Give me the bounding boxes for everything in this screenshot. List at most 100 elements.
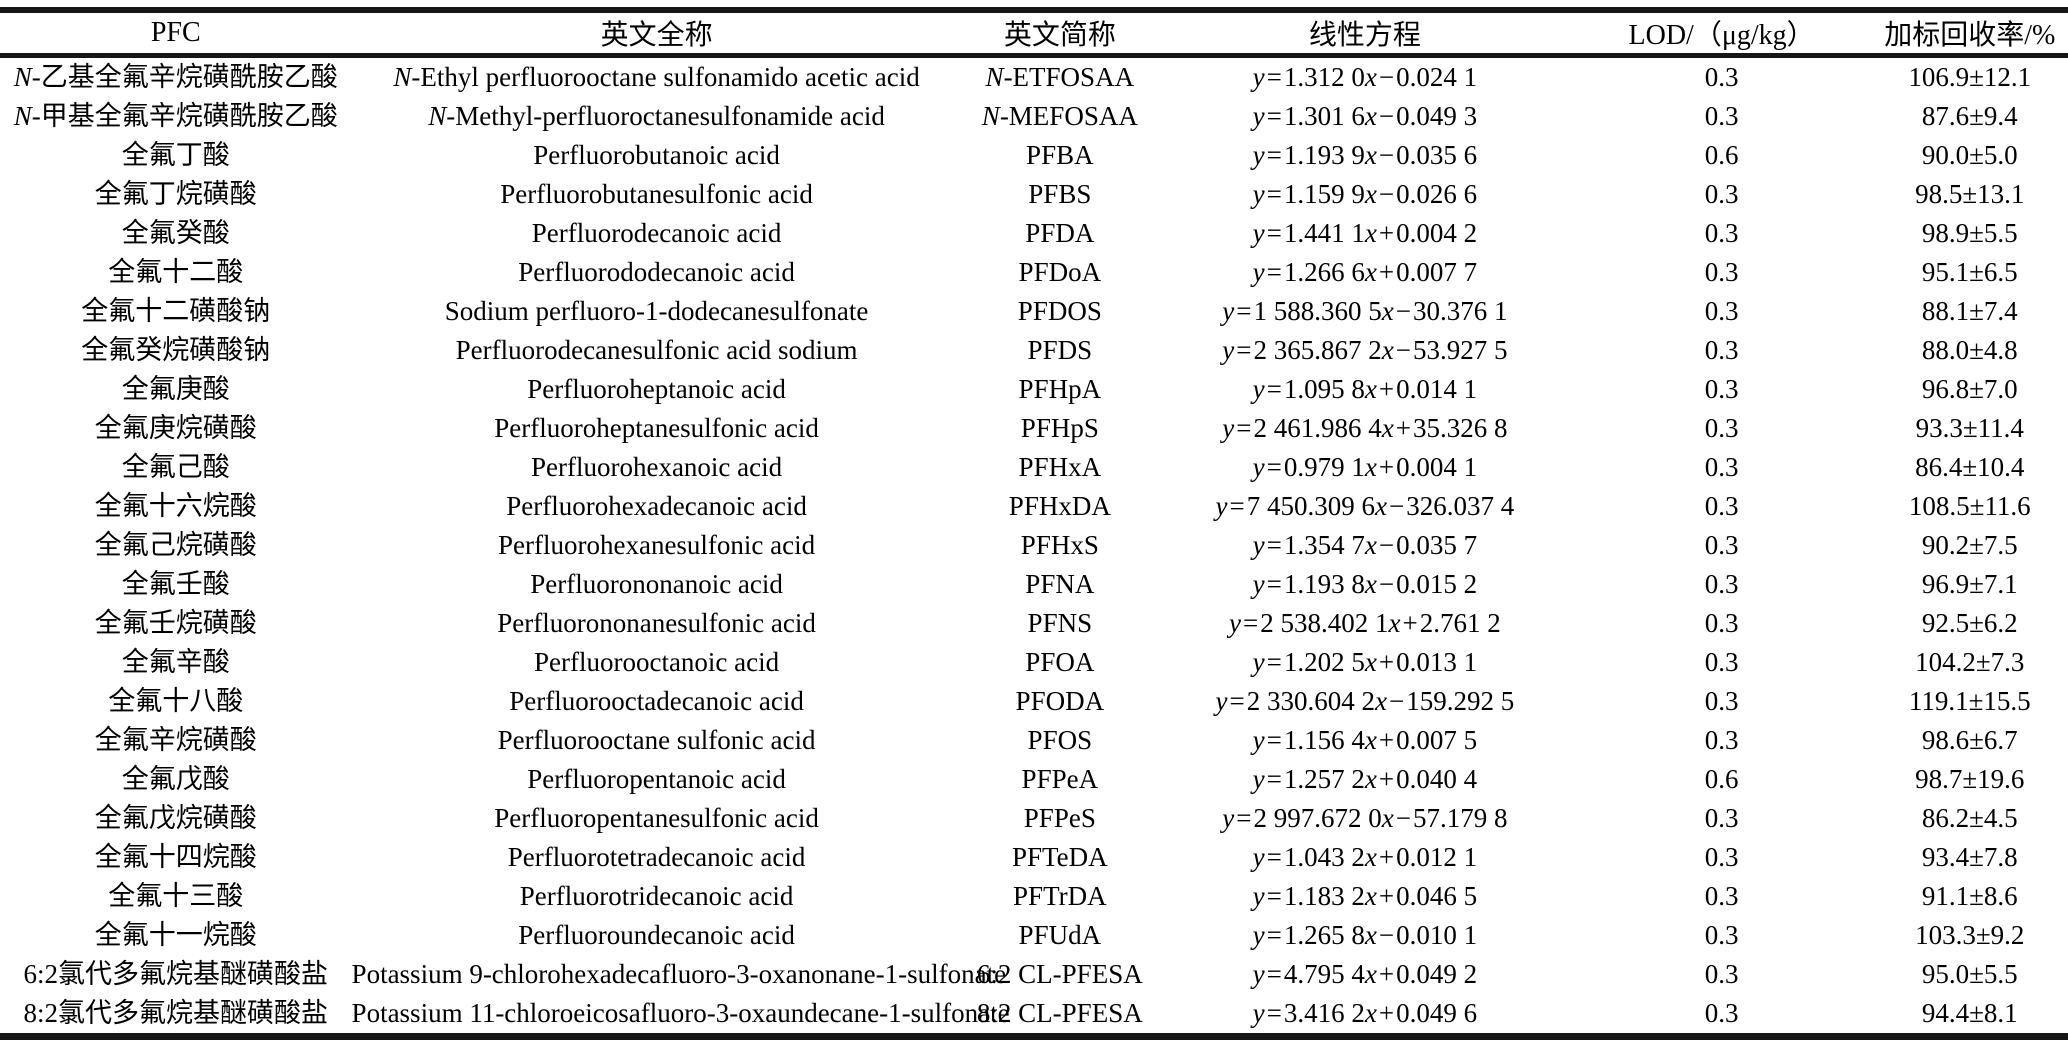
cell-pfc-name: N-乙基全氟辛烷磺酰胺乙酸: [13, 62, 338, 92]
cell-pfc-name: 全氟癸酸: [121, 218, 230, 248]
cell-lod-value: 0.3: [1704, 569, 1739, 599]
cell-abbreviation: PFBS: [1028, 179, 1092, 209]
cell-full-name: Perfluoropentanoic acid: [527, 764, 786, 794]
header-pfc: PFC: [0, 10, 352, 58]
cell-pfc-name: 全氟壬酸: [121, 569, 230, 599]
table-row: 全氟辛烷磺酸 Perfluorooctane sulfonic acid PFO…: [0, 721, 2068, 760]
cell-full-name: Perfluorooctadecanoic acid: [509, 686, 804, 716]
table-row: 全氟己酸 Perfluorohexanoic acid PFHxA y=0.97…: [0, 448, 2068, 487]
cell-linear-equation: y=1.354 7x−0.035 7: [1252, 530, 1478, 560]
cell-recovery-value: 94.4±8.1: [1921, 998, 2018, 1028]
cell-pfc-name: 全氟戊烷磺酸: [94, 803, 257, 833]
header-linear-equation: 线性方程: [1158, 10, 1572, 58]
cell-recovery-value: 93.4±7.8: [1921, 842, 2018, 872]
cell-full-name: Perfluorobutanoic acid: [533, 140, 780, 170]
cell-lod-value: 0.3: [1704, 959, 1739, 989]
cell-lod-value: 0.3: [1704, 686, 1739, 716]
cell-recovery-value: 104.2±7.3: [1915, 647, 2025, 677]
cell-linear-equation: y=1.312 0x−0.024 1: [1252, 62, 1478, 92]
cell-abbreviation: PFPeA: [1021, 764, 1099, 794]
header-english-abbreviation: 英文简称: [961, 10, 1159, 58]
paper-table-page: PFC 英文全称 英文简称 线性方程 LOD/（μg/kg） 加标回收率/% N…: [0, 7, 2068, 1058]
cell-linear-equation: y=3.416 2x+0.049 6: [1252, 998, 1478, 1028]
table-row: 全氟十六烷酸 Perfluorohexadecanoic acid PFHxDA…: [0, 487, 2068, 526]
cell-lod-value: 0.3: [1704, 725, 1739, 755]
cell-recovery-value: 91.1±8.6: [1921, 881, 2018, 911]
cell-recovery-value: 96.8±7.0: [1921, 374, 2018, 404]
cell-lod-value: 0.3: [1704, 374, 1739, 404]
cell-lod-value: 0.3: [1704, 608, 1739, 638]
cell-pfc-name: 全氟庚烷磺酸: [94, 413, 257, 443]
cell-linear-equation: y=1.183 2x+0.046 5: [1252, 881, 1478, 911]
cell-abbreviation: PFHxA: [1018, 452, 1102, 482]
cell-linear-equation: y=4.795 4x+0.049 2: [1252, 959, 1478, 989]
table-row: 全氟癸烷磺酸钠 Perfluorodecanesulfonic acid sod…: [0, 331, 2068, 370]
cell-full-name: Perfluorododecanoic acid: [518, 257, 795, 287]
cell-linear-equation: y=7 450.309 6x−326.037 4: [1215, 491, 1515, 521]
cell-lod-value: 0.3: [1704, 257, 1739, 287]
cell-pfc-name: 全氟己酸: [121, 452, 230, 482]
cell-full-name: N-Methyl-perfluoroctanesulfonamide acid: [428, 101, 885, 131]
cell-pfc-name: 全氟戊酸: [121, 764, 230, 794]
cell-abbreviation: PFHpA: [1018, 374, 1102, 404]
cell-linear-equation: y=1 588.360 5x−30.376 1: [1222, 296, 1508, 326]
cell-linear-equation: y=1.156 4x+0.007 5: [1252, 725, 1478, 755]
cell-linear-equation: y=1.043 2x+0.012 1: [1252, 842, 1478, 872]
cell-recovery-value: 95.0±5.5: [1921, 959, 2018, 989]
cell-lod-value: 0.3: [1704, 647, 1739, 677]
table-row: 全氟丁烷磺酸 Perfluorobutanesulfonic acid PFBS…: [0, 175, 2068, 214]
cell-linear-equation: y=1.193 9x−0.035 6: [1252, 140, 1478, 170]
cell-recovery-value: 103.3±9.2: [1915, 920, 2025, 950]
table-row: N-甲基全氟辛烷磺酰胺乙酸 N-Methyl-perfluoroctanesul…: [0, 97, 2068, 136]
cell-linear-equation: y=1.441 1x+0.004 2: [1252, 218, 1478, 248]
cell-linear-equation: y=1.257 2x+0.040 4: [1252, 764, 1478, 794]
table-row: 6:2氯代多氟烷基醚磺酸盐 Potassium 9-chlorohexadeca…: [0, 955, 2068, 994]
cell-pfc-name: 全氟十一烷酸: [94, 920, 257, 950]
cell-recovery-value: 87.6±9.4: [1921, 101, 2018, 131]
cell-recovery-value: 119.1±15.5: [1908, 686, 2031, 716]
cell-full-name: Perfluorodecanesulfonic acid sodium: [455, 335, 858, 365]
cell-abbreviation: PFHxDA: [1008, 491, 1111, 521]
cell-abbreviation: PFPeS: [1023, 803, 1096, 833]
cell-linear-equation: y=1.193 8x−0.015 2: [1252, 569, 1478, 599]
cell-linear-equation: y=1.202 5x+0.013 1: [1252, 647, 1478, 677]
cell-recovery-value: 88.1±7.4: [1921, 296, 2018, 326]
cell-lod-value: 0.3: [1704, 491, 1739, 521]
cell-recovery-value: 98.5±13.1: [1915, 179, 2025, 209]
cell-recovery-value: 92.5±6.2: [1921, 608, 2018, 638]
cell-lod-value: 0.3: [1704, 179, 1739, 209]
table-row: 全氟戊烷磺酸 Perfluoropentanesulfonic acid PFP…: [0, 799, 2068, 838]
cell-abbreviation: PFUdA: [1018, 920, 1102, 950]
pfc-method-table: PFC 英文全称 英文简称 线性方程 LOD/（μg/kg） 加标回收率/% N…: [0, 7, 2068, 1040]
cell-recovery-value: 96.9±7.1: [1921, 569, 2018, 599]
cell-pfc-name: 全氟十三酸: [108, 881, 244, 911]
table-row: 全氟庚酸 Perfluoroheptanoic acid PFHpA y=1.0…: [0, 370, 2068, 409]
table-row: 全氟十二酸 Perfluorododecanoic acid PFDoA y=1…: [0, 253, 2068, 292]
cell-lod-value: 0.6: [1704, 140, 1739, 170]
cell-lod-value: 0.3: [1704, 998, 1739, 1028]
cell-pfc-name: 全氟己烷磺酸: [94, 530, 257, 560]
cell-abbreviation: PFTeDA: [1012, 842, 1108, 872]
cell-recovery-value: 90.2±7.5: [1921, 530, 2018, 560]
cell-abbreviation: PFDOS: [1017, 296, 1102, 326]
table-row: 全氟己烷磺酸 Perfluorohexanesulfonic acid PFHx…: [0, 526, 2068, 565]
cell-abbreviation: PFNS: [1027, 608, 1093, 638]
cell-linear-equation: y=2 365.867 2x−53.927 5: [1222, 335, 1508, 365]
cell-pfc-name: 全氟壬烷磺酸: [94, 608, 257, 638]
cell-pfc-name: 全氟丁烷磺酸: [94, 179, 257, 209]
cell-abbreviation: PFNA: [1025, 569, 1095, 599]
cell-linear-equation: y=2 538.402 1x+2.761 2: [1229, 608, 1501, 638]
cell-recovery-value: 90.0±5.0: [1921, 140, 2018, 170]
cell-full-name: Perfluorohexanesulfonic acid: [498, 530, 816, 560]
cell-recovery-value: 98.7±19.6: [1915, 764, 2025, 794]
table-row: N-乙基全氟辛烷磺酰胺乙酸 N-Ethyl perfluorooctane su…: [0, 56, 2068, 98]
cell-recovery-value: 86.4±10.4: [1915, 452, 2025, 482]
cell-pfc-name: 全氟癸烷磺酸钠: [81, 335, 271, 365]
cell-pfc-name: 全氟十六烷酸: [94, 491, 257, 521]
cell-lod-value: 0.3: [1704, 296, 1739, 326]
cell-linear-equation: y=0.979 1x+0.004 1: [1252, 452, 1478, 482]
cell-lod-value: 0.3: [1704, 842, 1739, 872]
cell-lod-value: 0.6: [1704, 764, 1739, 794]
cell-linear-equation: y=2 330.604 2x−159.292 5: [1215, 686, 1515, 716]
cell-recovery-value: 98.6±6.7: [1921, 725, 2018, 755]
